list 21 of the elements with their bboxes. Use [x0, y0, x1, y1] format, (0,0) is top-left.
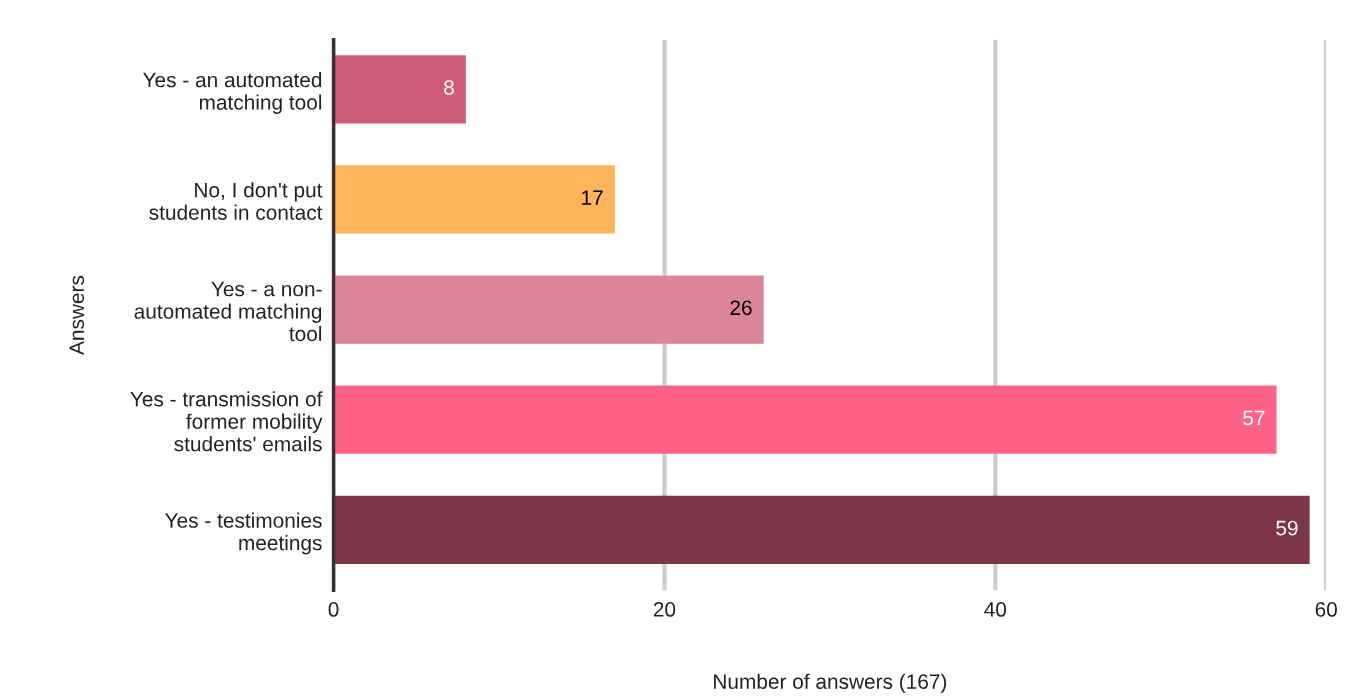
- x-tick-label: 20: [653, 602, 676, 617]
- bar: [333, 495, 1310, 564]
- data-label: 59: [1276, 520, 1298, 536]
- y-tick-label: Yes - an automated matching tool: [143, 72, 322, 114]
- x-tick-label: 0: [328, 602, 339, 617]
- y-tick-label: Yes - a non- automated matching tool: [134, 281, 322, 342]
- x-axis-title: Number of answers (167): [714, 673, 947, 694]
- y-axis-title: Answers: [69, 275, 85, 355]
- bar: [333, 275, 764, 344]
- x-tick-label: 40: [984, 602, 1007, 617]
- bar: [333, 165, 615, 234]
- data-label: 57: [1243, 410, 1265, 426]
- data-label: 8: [444, 80, 454, 95]
- x-tick-label: 60: [1315, 602, 1337, 617]
- y-tick-label: No, I don't put students in contact: [149, 182, 323, 220]
- bar: [333, 55, 466, 124]
- data-label: 17: [582, 190, 603, 205]
- y-tick-label: Yes - transmission of former mobility students' emails: [130, 391, 323, 452]
- bar: [333, 385, 1277, 454]
- data-label: 26: [730, 300, 752, 316]
- y-tick-label: Yes - testimonies meetings: [165, 512, 322, 555]
